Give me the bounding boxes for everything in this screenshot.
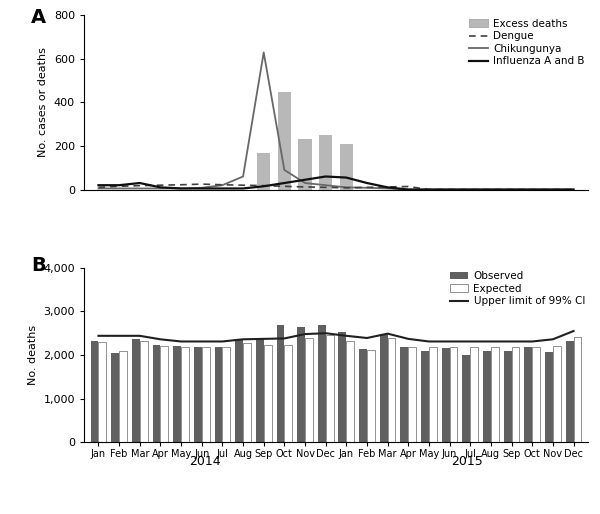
Bar — [429, 347, 437, 442]
Bar — [470, 347, 478, 442]
Bar — [235, 340, 243, 442]
Bar — [140, 341, 148, 442]
Bar — [194, 347, 202, 442]
Bar — [215, 347, 223, 442]
Bar — [152, 345, 160, 442]
Bar — [326, 335, 334, 442]
Bar — [388, 338, 395, 442]
Bar — [91, 341, 98, 442]
Bar — [111, 353, 119, 442]
Bar — [181, 347, 189, 442]
Bar — [173, 346, 181, 442]
Bar — [400, 347, 408, 442]
Bar — [278, 91, 291, 190]
Text: 2015: 2015 — [452, 455, 484, 468]
Bar — [463, 355, 470, 442]
Legend: Observed, Expected, Upper limit of 99% CI: Observed, Expected, Upper limit of 99% C… — [449, 271, 585, 306]
Bar — [160, 346, 168, 442]
Bar — [566, 341, 574, 442]
Text: B: B — [31, 256, 46, 274]
Bar — [359, 349, 367, 442]
Bar — [132, 339, 140, 442]
Bar — [305, 338, 313, 442]
Bar — [256, 338, 264, 442]
Bar — [483, 351, 491, 442]
Bar — [119, 351, 127, 442]
Bar — [202, 347, 209, 442]
Bar — [512, 347, 520, 442]
Bar — [553, 346, 561, 442]
Bar — [298, 139, 312, 190]
Bar — [257, 153, 271, 190]
Bar — [380, 334, 388, 442]
Bar — [223, 347, 230, 442]
Bar — [319, 135, 332, 190]
Bar — [367, 350, 375, 442]
Bar — [284, 345, 292, 442]
Bar — [491, 347, 499, 442]
Bar — [449, 347, 457, 442]
Bar — [338, 333, 346, 442]
Bar — [524, 347, 532, 442]
Text: A: A — [31, 8, 46, 27]
Bar — [532, 347, 540, 442]
Bar — [442, 348, 449, 442]
Y-axis label: No. deaths: No. deaths — [28, 325, 38, 385]
Bar — [340, 144, 353, 190]
Bar — [297, 327, 305, 442]
Bar — [504, 351, 512, 442]
Bar — [98, 342, 106, 442]
Bar — [574, 337, 581, 442]
Bar — [421, 351, 429, 442]
Text: 2014: 2014 — [189, 455, 220, 468]
Bar — [346, 341, 354, 442]
Bar — [243, 343, 251, 442]
Legend: Excess deaths, Dengue, Chikungunya, Influenza A and B: Excess deaths, Dengue, Chikungunya, Infl… — [469, 19, 585, 66]
Bar — [277, 324, 284, 442]
Bar — [264, 345, 272, 442]
Bar — [408, 347, 416, 442]
Bar — [318, 324, 326, 442]
Bar — [545, 353, 553, 442]
Y-axis label: No. cases or deaths: No. cases or deaths — [38, 48, 48, 157]
